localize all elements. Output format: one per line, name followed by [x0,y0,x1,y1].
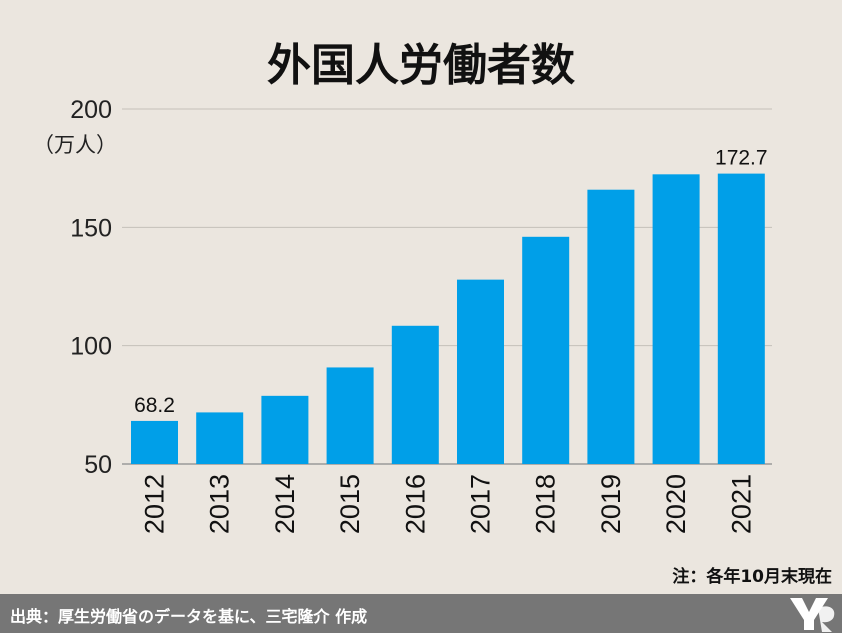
bar-2019 [587,189,635,464]
bar-2015 [326,367,374,464]
x-tick-label-2014: 2014 [270,474,300,534]
bar-2020 [652,174,700,464]
x-tick-label-2017: 2017 [466,474,496,534]
x-tick-label-2021: 2021 [726,474,756,534]
x-tick-label-2019: 2019 [596,474,626,534]
data-label-2021: 172.7 [715,147,768,170]
data-labels: 68.2 172.7 [134,147,768,417]
chart-note: 注：各年10月末現在 [672,566,832,587]
bar-2014 [261,395,309,464]
y-tick-label: 150 [70,214,112,242]
bar-2012 [131,420,178,464]
x-tick-label-2016: 2016 [400,474,430,534]
y-tick-label: 200 [70,96,112,124]
y-axis-ticks: 50 100 150 200 [70,96,112,479]
y-tick-label: 100 [70,333,112,361]
bar-2016 [391,325,439,464]
bar-2018 [522,236,570,464]
y-tick-label: 50 [84,451,112,479]
x-tick-label-2015: 2015 [335,474,365,534]
chart-title: 外国人労働者数 [267,40,575,91]
source-bar [0,594,842,633]
x-tick-label-2013: 2013 [205,474,235,534]
bar-2017 [457,279,504,464]
x-tick-label-2012: 2012 [140,474,170,534]
data-label-2012: 68.2 [134,394,175,417]
bar-2021 [717,173,765,465]
author-logo-icon [790,598,835,632]
x-tick-label-2020: 2020 [661,474,691,534]
x-axis-ticks: 2012 2013 2014 2015 2016 2017 2018 2019 2020 2021 [140,474,757,534]
source-text: 出典：厚生労働省のデータを基に、三宅隆介 作成 [10,607,368,626]
y-axis-unit: （万人） [33,133,117,157]
bar-2013 [196,412,244,464]
bars [131,173,765,465]
x-tick-label-2018: 2018 [531,474,561,534]
